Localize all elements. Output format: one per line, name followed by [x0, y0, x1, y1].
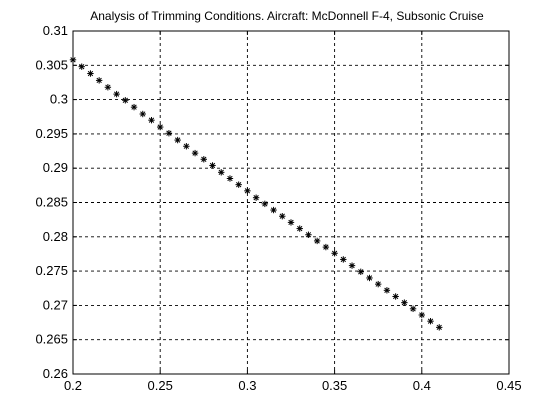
data-point-marker [252, 194, 260, 201]
data-point-marker [209, 162, 216, 169]
chart-title: Analysis of Trimming Conditions. Aircraf… [90, 9, 484, 23]
data-point-marker [279, 213, 286, 220]
data-point-marker [357, 268, 364, 275]
data-point-marker [87, 70, 94, 77]
data-point-marker [139, 110, 146, 118]
y-tick-label: 0.29 [43, 160, 68, 175]
x-tick-label: 0.45 [496, 378, 521, 393]
data-point-marker [296, 225, 303, 232]
data-point-marker [226, 175, 234, 182]
data-point-marker [235, 181, 242, 188]
data-point-marker [261, 200, 269, 208]
data-point-marker [200, 156, 207, 163]
data-point-marker [331, 250, 338, 257]
data-point-marker [174, 136, 181, 144]
x-tick-label: 0.4 [413, 378, 431, 393]
data-point-marker [436, 324, 443, 331]
y-tick-label: 0.265 [35, 332, 68, 347]
data-point-marker [392, 293, 399, 300]
data-point-marker [366, 274, 373, 282]
tick-layer [72, 30, 510, 375]
y-tick-label: 0.295 [35, 126, 68, 141]
data-point-marker [340, 256, 347, 263]
data-point-marker [287, 219, 295, 226]
data-point-marker [113, 90, 120, 98]
x-tick-label: 0.35 [322, 378, 347, 393]
y-tick-label: 0.275 [35, 263, 68, 278]
y-tick-label: 0.31 [43, 23, 68, 38]
x-tick-labels: 0.2 0.25 0.3 0.35 0.4 0.45 [64, 378, 522, 393]
y-tick-label: 0.27 [43, 297, 68, 312]
data-point-marker [157, 123, 164, 131]
grid-layer [73, 31, 509, 374]
data-point-marker [313, 237, 321, 245]
data-point-marker [427, 317, 434, 325]
data-point-marker [409, 305, 417, 313]
y-tick-label: 0.26 [43, 366, 68, 381]
y-tick-label: 0.3 [50, 92, 68, 107]
data-point-marker [383, 287, 391, 294]
data-point-marker [122, 97, 129, 104]
data-point-marker [191, 149, 199, 157]
x-tick-label: 0.3 [238, 378, 256, 393]
data-point-marker [305, 231, 312, 238]
data-point-marker [270, 206, 277, 214]
data-point-marker [130, 103, 138, 111]
x-tick-label: 0.2 [64, 378, 82, 393]
data-point-marker [95, 77, 103, 84]
data-point-marker [244, 187, 251, 195]
data-point-marker [148, 116, 155, 124]
y-tick-label: 0.28 [43, 229, 68, 244]
data-layer [69, 56, 443, 331]
data-point-marker [104, 84, 112, 91]
data-point-marker [348, 262, 356, 269]
data-point-marker [69, 56, 77, 64]
y-tick-label: 0.305 [35, 57, 68, 72]
y-tick-labels: 0.260.2650.270.2750.280.2850.290.2950.30… [35, 23, 68, 381]
data-point-marker [183, 143, 190, 150]
data-point-marker [375, 280, 382, 288]
data-point-marker [418, 311, 425, 319]
data-point-marker [218, 169, 225, 176]
data-point-marker [322, 243, 330, 251]
data-point-marker [401, 299, 408, 306]
data-point-marker [165, 130, 173, 137]
x-tick-label: 0.25 [148, 378, 173, 393]
data-point-marker [78, 63, 85, 70]
y-tick-label: 0.285 [35, 195, 68, 210]
